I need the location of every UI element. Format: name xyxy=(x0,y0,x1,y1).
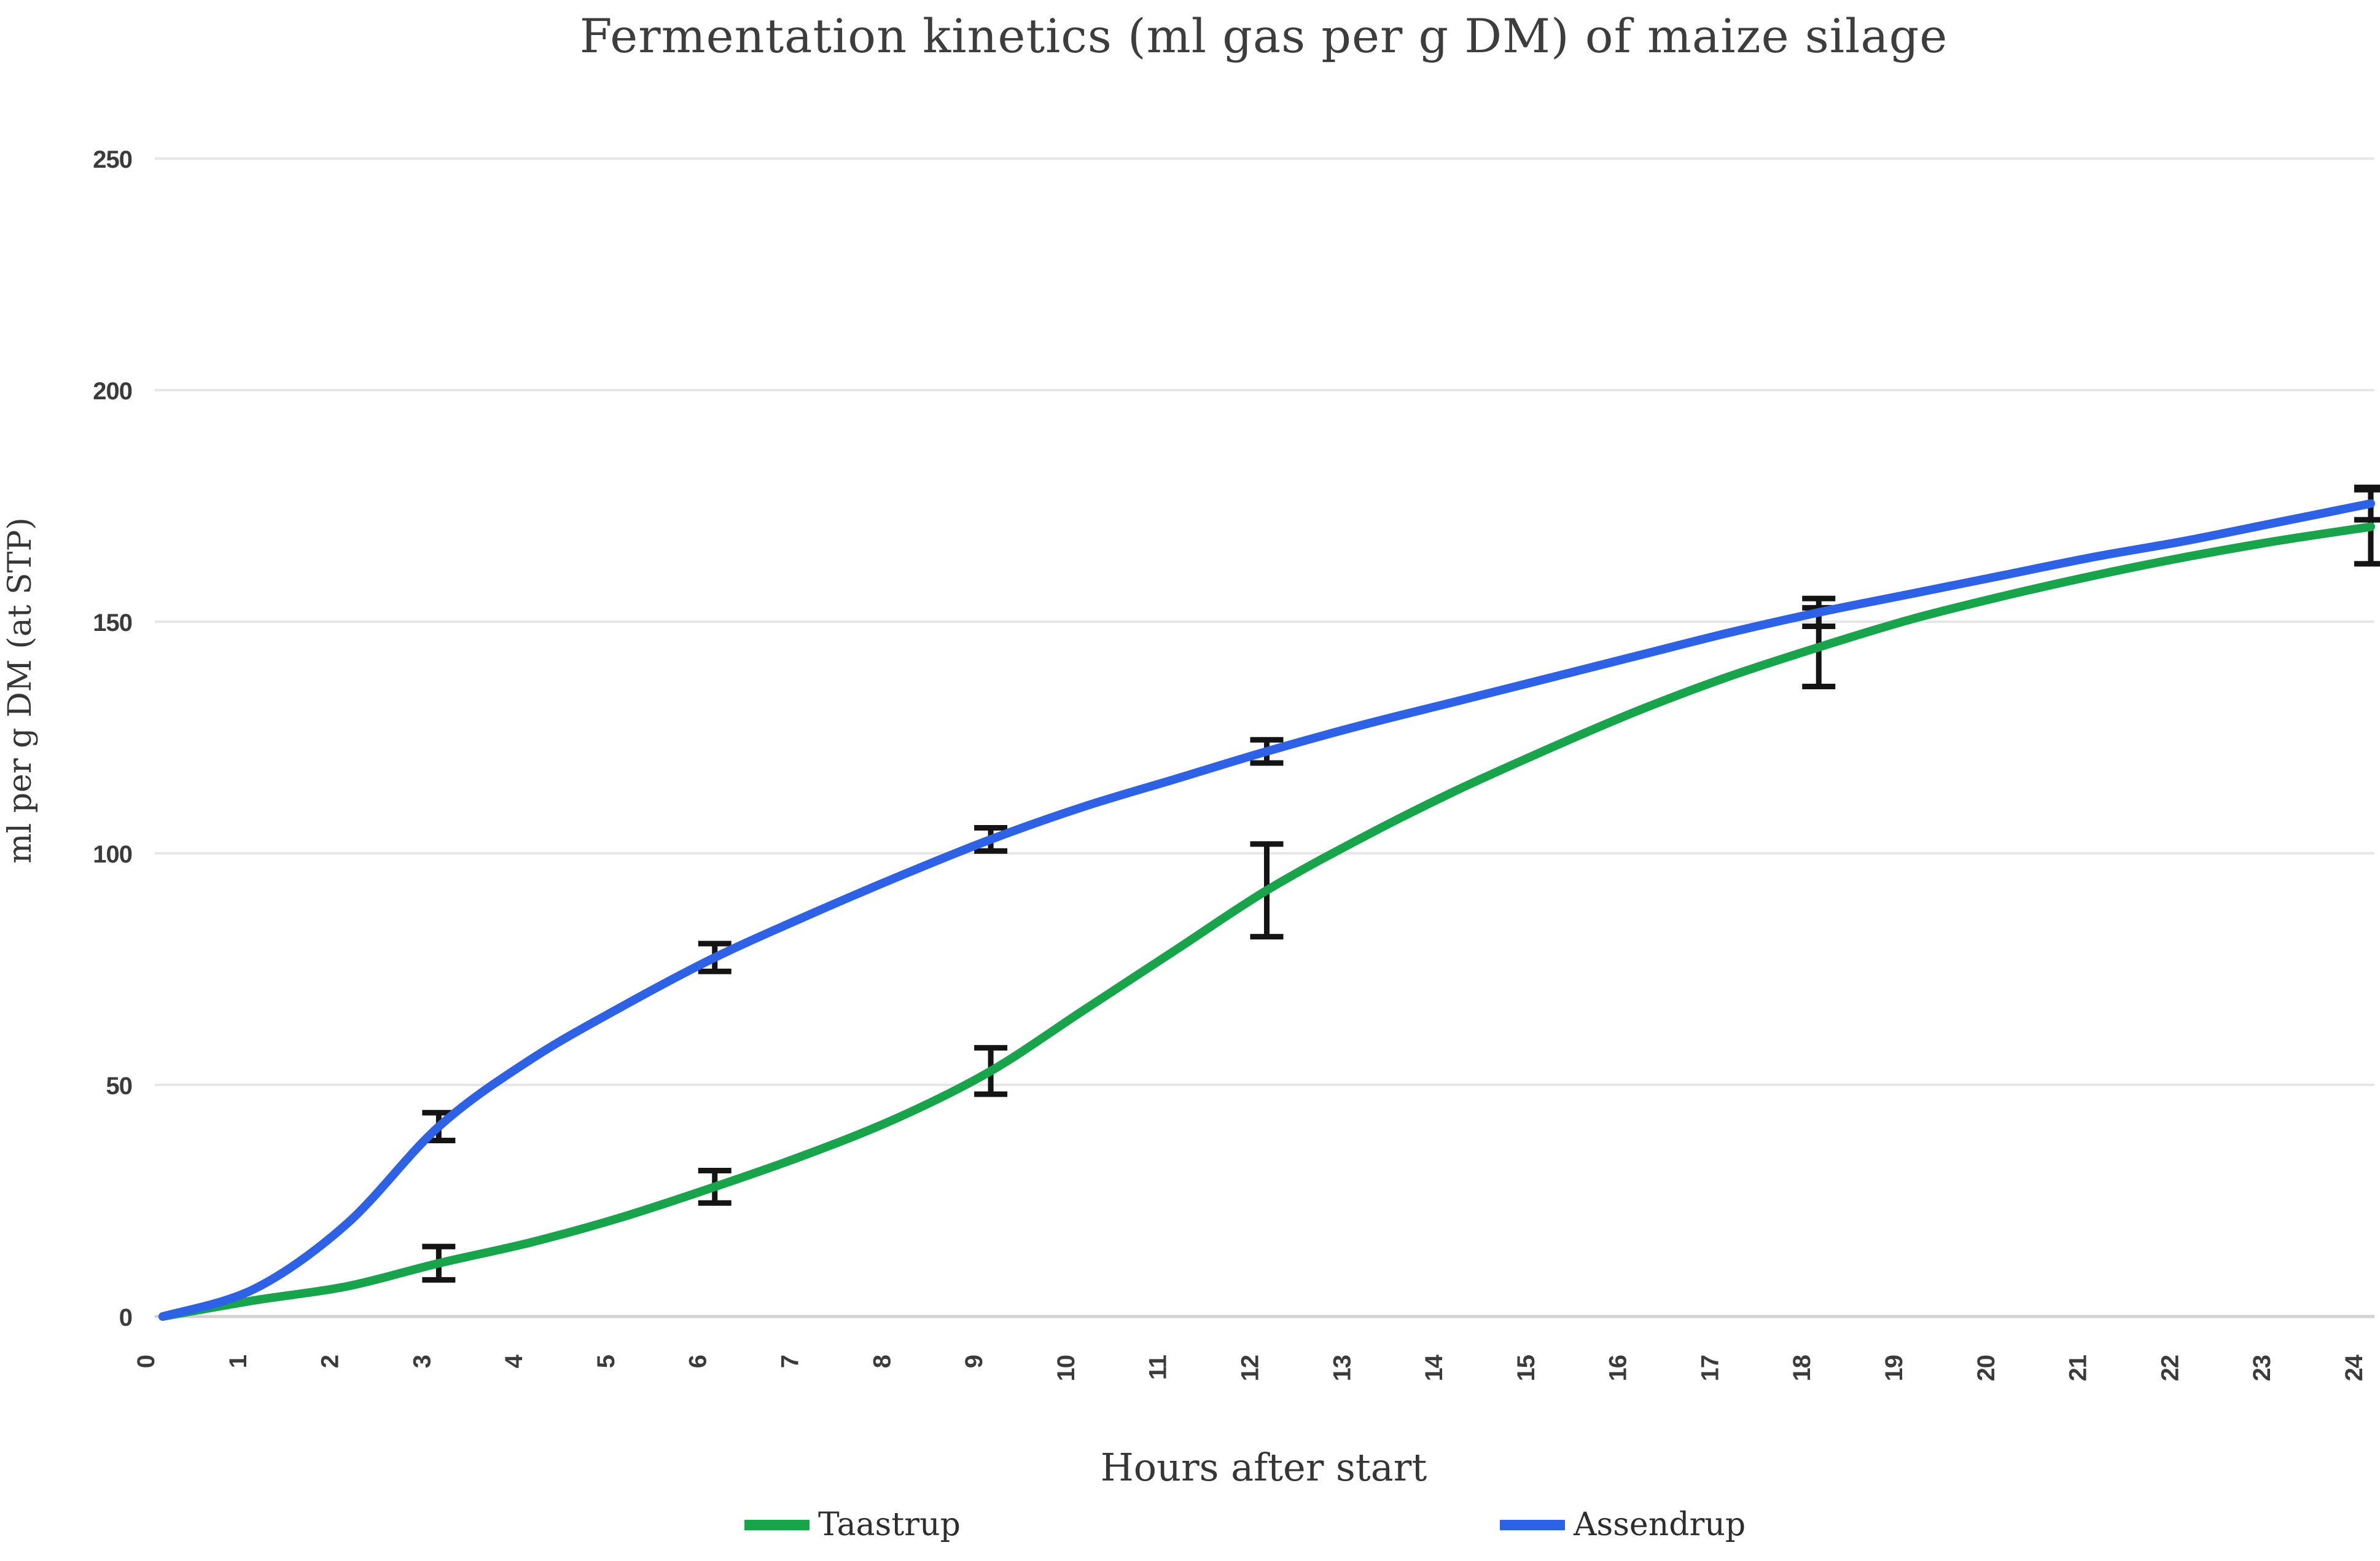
x-tick-label: 22 xyxy=(2156,1355,2183,1382)
y-tick-label: 100 xyxy=(93,841,132,868)
x-tick-label: 24 xyxy=(2341,1354,2368,1381)
x-tick-label: 10 xyxy=(1053,1355,1080,1382)
x-tick-label: 17 xyxy=(1696,1355,1723,1382)
taastrup-line-swatch-icon xyxy=(744,1519,810,1530)
x-tick-label: 6 xyxy=(685,1355,712,1368)
legend-label: Taastrup xyxy=(818,1506,961,1543)
legend-item-taastrup: Taastrup xyxy=(744,1500,961,1549)
x-tick-label: 18 xyxy=(1789,1355,1816,1381)
legend-label: Assendrup xyxy=(1574,1506,1746,1543)
x-tick-label: 8 xyxy=(868,1355,895,1368)
y-tick-label: 0 xyxy=(119,1304,132,1331)
y-tick-label: 50 xyxy=(106,1073,133,1100)
assendrup-line-swatch-icon xyxy=(1500,1519,1565,1530)
legend-item-assendrup: Assendrup xyxy=(1500,1500,1746,1549)
x-tick-label: 16 xyxy=(1605,1355,1632,1382)
x-tick-label: 1 xyxy=(225,1355,252,1368)
x-tick-label: 7 xyxy=(777,1355,804,1368)
series-line-assendrup xyxy=(158,499,2375,1321)
x-tick-label: 19 xyxy=(1881,1355,1908,1382)
y-tick-label: 200 xyxy=(93,378,132,405)
x-tick-label: 5 xyxy=(593,1355,620,1368)
x-tick-label: 23 xyxy=(2249,1355,2276,1382)
y-tick-label: 150 xyxy=(93,609,132,636)
series-line-taastrup xyxy=(158,522,2375,1321)
x-tick-label: 3 xyxy=(408,1355,435,1368)
x-tick-label: 20 xyxy=(1973,1355,2000,1382)
x-tick-label: 4 xyxy=(501,1354,528,1368)
x-tick-label: 21 xyxy=(2065,1355,2092,1381)
x-tick-label: 0 xyxy=(133,1355,160,1368)
x-tick-label: 11 xyxy=(1145,1355,1172,1380)
x-tick-label: 13 xyxy=(1329,1355,1356,1382)
y-tick-label: 250 xyxy=(93,146,132,173)
x-axis-title: Hours after start xyxy=(1100,1445,1427,1490)
chart-title: Fermentation kinetics (ml gas per g DM) … xyxy=(579,9,1948,63)
x-tick-label: 12 xyxy=(1236,1355,1263,1382)
x-tick-label: 9 xyxy=(961,1355,988,1368)
legend: Taastrup Assendrup xyxy=(0,1500,2380,1549)
x-tick-label: 15 xyxy=(1513,1355,1540,1381)
x-tick-label: 14 xyxy=(1421,1354,1448,1381)
x-tick-label: 2 xyxy=(317,1355,344,1368)
y-axis-title: ml per g DM (at STP) xyxy=(2,517,39,864)
